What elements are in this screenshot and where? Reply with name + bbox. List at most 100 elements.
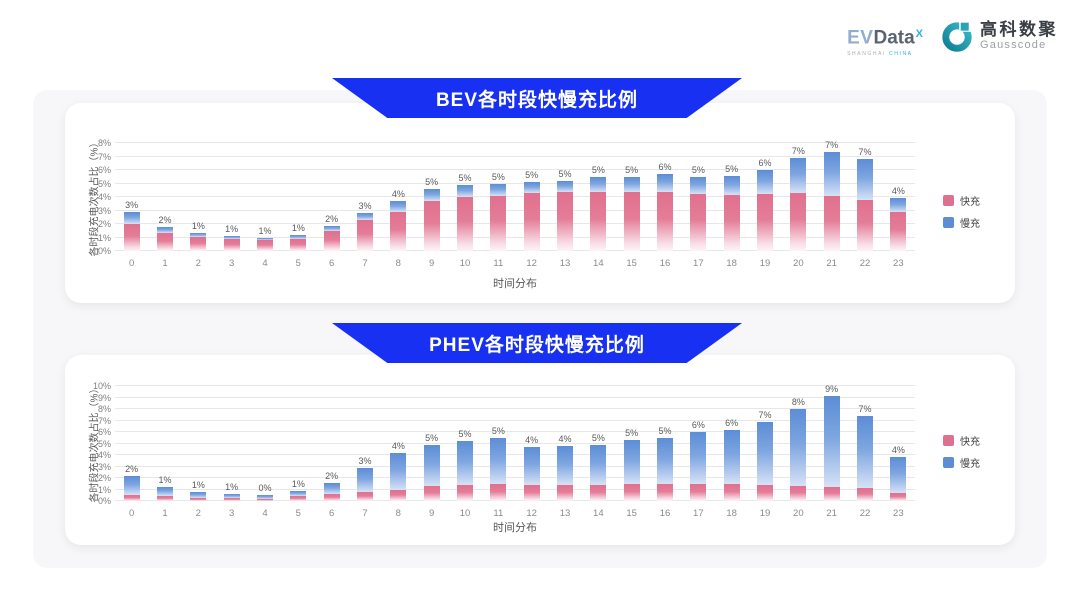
bar-hour-4 [257,238,273,251]
bar-segment-fast [357,491,373,501]
bar-hour-16 [657,437,673,501]
grid-line [115,431,915,432]
bar-hour-2 [190,491,207,501]
bar-hour-0 [123,475,140,501]
grid-line [115,209,915,211]
bar-segment-fast [357,219,373,251]
legend-item: 慢充 [943,455,980,470]
bar-segment-fast [390,211,407,251]
bar-hour-0 [123,211,140,251]
bar-segment-slow [690,432,707,484]
bev-chart-title: BEV各时段快慢充比例 [435,89,639,111]
bar-segment-slow [590,444,607,485]
grid-line [115,250,915,251]
evdata-subtitle-china: CHINA [889,51,913,58]
x-axis-tick-label: 13 [559,258,571,269]
gausscode-texts: 高科数聚 Gausscode [980,20,1058,52]
bar-segment-fast [723,483,740,501]
y-axis-tick-label: 4% [97,450,111,460]
bar-segment-fast [890,211,907,251]
x-axis-tick-label: 6 [329,508,335,519]
bar-total-label: 6% [758,158,772,168]
x-axis-tick-label: 5 [295,258,301,269]
bar-segment-fast [557,192,573,251]
bar-segment-slow [657,437,673,484]
bar-hour-23 [890,457,907,501]
bar-segment-fast [523,484,540,501]
bar-hour-8 [390,452,407,501]
bar-hour-7 [357,467,373,501]
bar-segment-slow [323,226,340,231]
x-axis-tick-label: 3 [229,508,235,519]
bar-segment-fast [757,484,773,501]
x-axis-tick-label: 5 [295,508,301,519]
bar-total-label: 5% [625,164,639,175]
bar-segment-fast [823,195,840,251]
legend-label: 慢充 [960,459,980,470]
bar-segment-slow [123,211,140,224]
bar-total-label: 4% [391,189,405,200]
legend-label: 快充 [960,437,980,448]
bar-total-label: 5% [625,428,639,439]
bar-segment-fast [290,495,307,501]
bar-total-label: 5% [458,429,472,440]
bar-total-label: 7% [858,403,872,414]
bar-segment-fast [157,233,173,251]
x-axis-tick-label: 14 [593,508,604,519]
x-axis-tick-label: 11 [493,258,504,269]
bar-segment-slow [723,429,740,484]
bar-total-label: 7% [758,409,772,420]
y-axis-tick-label: 0% [97,246,111,256]
legend-item: 快充 [943,433,980,448]
y-axis-tick-label: 8% [97,404,111,414]
x-axis-tick-label: 13 [559,508,571,519]
bar-segment-fast [257,240,273,251]
bar-total-label: 1% [191,479,205,490]
legend-label: 慢充 [960,219,980,230]
bar-segment-slow [157,227,173,234]
bar-hour-8 [390,201,407,251]
bar-segment-slow [390,201,407,212]
grid-line [115,385,915,386]
y-axis-tick-label: 6% [97,165,111,175]
bar-total-label: 5% [591,432,605,443]
bar-segment-slow [490,183,507,196]
bar-hour-12 [523,182,540,251]
y-axis-tick-label: 5% [97,178,111,189]
gausscode-chinese-name: 高科数聚 [980,20,1058,39]
bar-total-label: 6% [691,420,705,430]
x-axis-tick-label: 10 [459,508,471,519]
legend-item: 慢充 [943,215,980,230]
grid-line [115,408,915,409]
bar-total-label: 7% [791,145,805,156]
bar-total-label: 7% [858,147,872,158]
grid-line [115,477,915,478]
grid-line [115,223,915,224]
bar-hour-4 [257,495,273,501]
bar-segment-slow [757,170,773,195]
bar-segment-slow [857,159,873,200]
bar-total-label: 2% [325,214,339,225]
y-axis-tick-label: 1% [97,232,111,243]
grid-line [115,196,915,197]
evdata-ev-text: EV [847,27,874,49]
y-axis-tick-label: 10% [92,381,111,391]
bar-segment-fast [223,238,240,251]
bar-segment-fast [223,498,240,501]
x-axis-tick-label: 14 [593,258,604,269]
gausscode-g-icon [942,20,973,52]
bar-total-label: 5% [558,168,572,179]
bar-hour-11 [490,437,507,501]
x-axis-tick-label: 22 [859,508,871,519]
y-axis-tick-label: 7% [97,151,111,162]
bar-total-label: 8% [791,397,805,407]
phev-chart-title: PHEV各时段快慢充比例 [429,334,645,356]
y-axis-tick-label: 4% [97,192,111,202]
x-axis-tick-label: 12 [526,508,537,519]
evdata-subtitle: SHANGHAI CHINA [847,51,923,57]
x-axis-tick-label: 1 [162,258,168,269]
bar-segment-slow [357,213,373,220]
bar-segment-fast [790,192,807,251]
bev-chart-card: 各时段充电次数占比（%） 0% 1% 2% 3% 4% 5% 6% 7% 8% 3% 0 2% 1 1% 2… [65,103,1015,303]
x-axis-tick-label: 0 [129,508,135,519]
